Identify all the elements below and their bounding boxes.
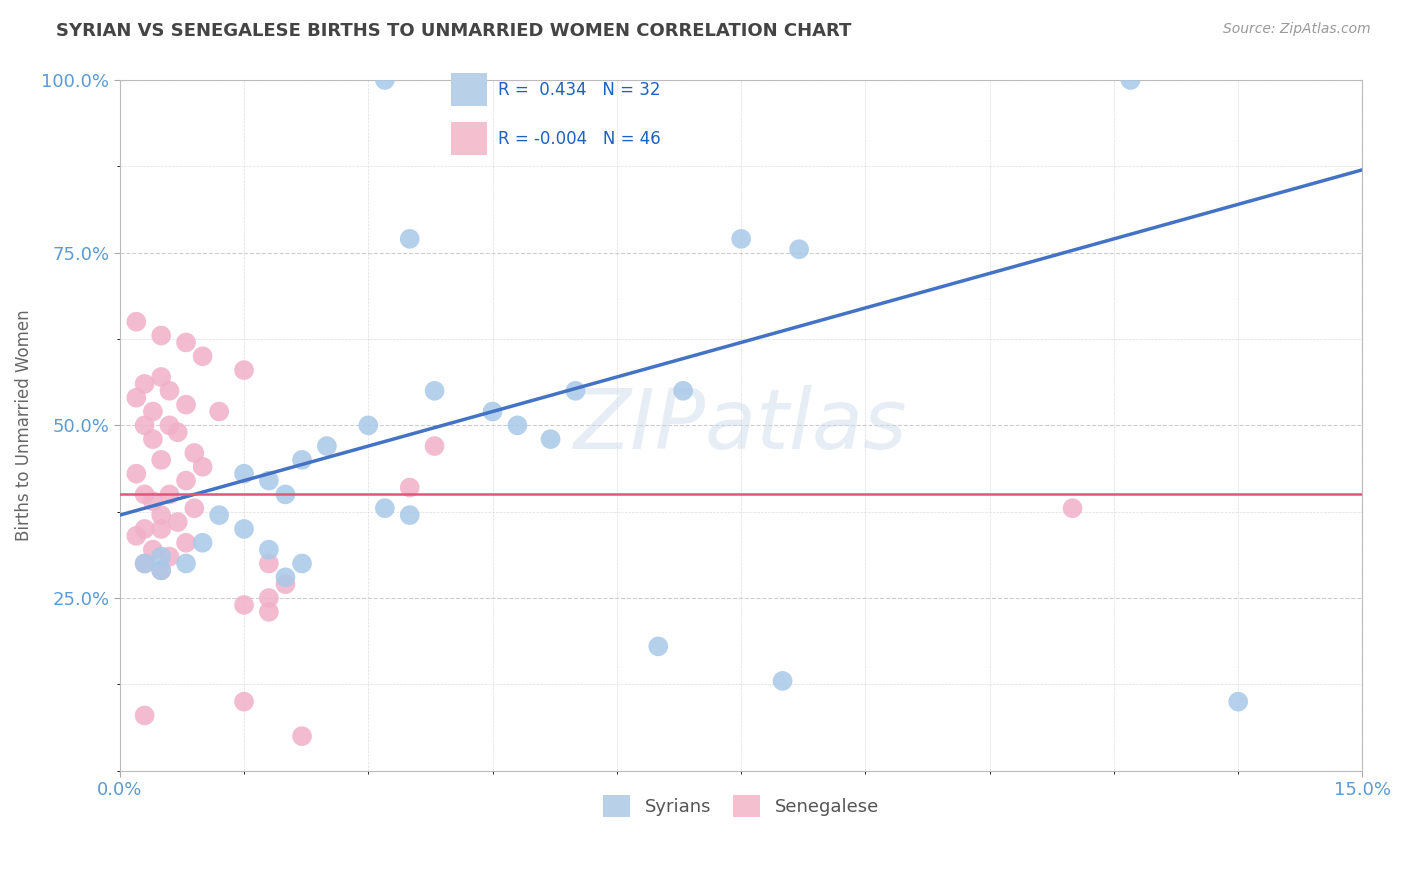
Point [174,535,197,549]
Point [233,695,256,709]
Point [142,494,165,508]
Legend: Syrians, Senegalese: Syrians, Senegalese [596,788,886,824]
Point [134,557,156,571]
Point [233,363,256,377]
Point [208,404,231,418]
Point [134,376,156,391]
Text: ZIPatlas: ZIPatlas [574,384,908,466]
Point [291,453,314,467]
Point [274,577,297,591]
Point [398,232,420,246]
Point [125,467,148,481]
Point [159,418,181,433]
Point [772,673,794,688]
Point [274,487,297,501]
Point [233,598,256,612]
Point [125,529,148,543]
Point [125,391,148,405]
Point [1062,501,1084,516]
Point [150,370,173,384]
Point [150,453,173,467]
Point [191,459,214,474]
Point [159,549,181,564]
Point [233,467,256,481]
Point [134,557,156,571]
Point [150,563,173,577]
Point [208,508,231,522]
Point [257,605,280,619]
Bar [451,122,486,155]
Point [166,425,188,440]
Point [1119,73,1142,87]
Point [730,232,752,246]
Point [134,708,156,723]
Point [142,542,165,557]
Point [315,439,337,453]
Point [174,557,197,571]
Point [506,418,529,433]
Point [787,242,810,256]
Point [423,384,446,398]
Point [233,522,256,536]
Point [150,328,173,343]
Point [142,404,165,418]
Point [183,446,205,460]
Point [291,729,314,743]
Point [166,515,188,529]
Point [1227,695,1250,709]
Point [134,522,156,536]
Point [174,474,197,488]
Point [257,474,280,488]
Text: R = -0.004   N = 46: R = -0.004 N = 46 [498,130,661,148]
Point [191,349,214,363]
Point [257,542,280,557]
Point [150,549,173,564]
Point [481,404,503,418]
Point [150,563,173,577]
Point [357,418,380,433]
Text: R =  0.434   N = 32: R = 0.434 N = 32 [498,81,661,99]
Point [291,557,314,571]
Point [134,418,156,433]
Point [125,315,148,329]
Point [150,508,173,522]
Point [174,335,197,350]
Point [150,522,173,536]
Point [274,570,297,584]
Point [374,73,396,87]
Point [423,439,446,453]
Point [257,557,280,571]
Point [174,398,197,412]
Point [672,384,695,398]
Point [374,501,396,516]
Text: Source: ZipAtlas.com: Source: ZipAtlas.com [1223,22,1371,37]
Point [398,481,420,495]
Point [540,432,562,446]
Text: SYRIAN VS SENEGALESE BIRTHS TO UNMARRIED WOMEN CORRELATION CHART: SYRIAN VS SENEGALESE BIRTHS TO UNMARRIED… [56,22,852,40]
Point [183,501,205,516]
Bar [451,73,486,105]
Point [647,640,669,654]
Point [159,384,181,398]
Point [142,432,165,446]
Point [191,535,214,549]
Point [134,487,156,501]
Y-axis label: Births to Unmarried Women: Births to Unmarried Women [15,310,32,541]
Point [398,508,420,522]
Point [257,591,280,605]
Point [159,487,181,501]
Point [564,384,586,398]
